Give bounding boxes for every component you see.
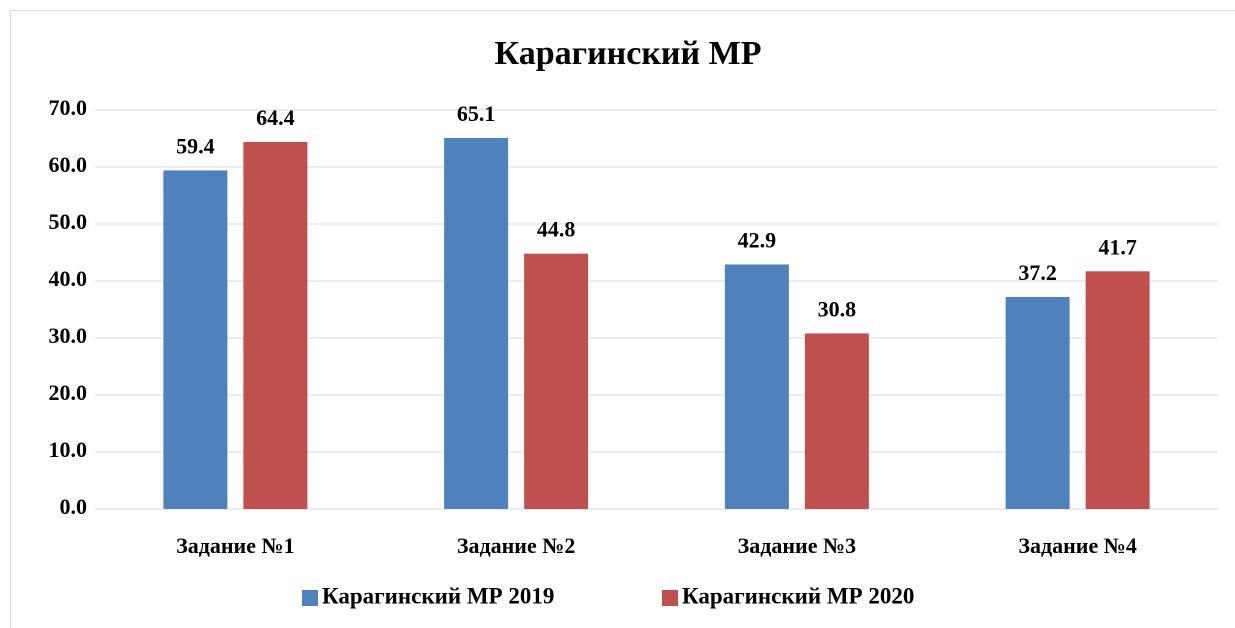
y-tick-label: 0.0 xyxy=(60,494,88,519)
data-label: 37.2 xyxy=(1018,260,1057,285)
bar xyxy=(724,264,789,509)
data-label: 65.1 xyxy=(457,101,496,126)
data-label: 30.8 xyxy=(818,296,857,321)
x-tick-label: Задание №2 xyxy=(457,533,575,558)
legend-label: Карагинский МР 2020 xyxy=(682,583,914,608)
y-tick-label: 50.0 xyxy=(49,209,88,234)
legend-label: Карагинский МР 2019 xyxy=(322,583,554,608)
y-tick-label: 30.0 xyxy=(49,323,88,348)
data-label: 44.8 xyxy=(537,217,576,242)
x-tick-label: Задание №3 xyxy=(738,533,856,558)
data-label: 64.4 xyxy=(256,105,295,130)
data-label: 59.4 xyxy=(176,133,215,158)
bar xyxy=(804,333,869,509)
x-tick-label: Задание №4 xyxy=(1018,533,1136,558)
bar xyxy=(243,141,308,510)
x-tick-label: Задание №1 xyxy=(176,533,294,558)
y-tick-label: 20.0 xyxy=(49,380,88,405)
y-tick-label: 70.0 xyxy=(49,95,88,120)
data-label: 41.7 xyxy=(1098,234,1137,259)
y-tick-label: 60.0 xyxy=(49,152,88,177)
data-label: 42.9 xyxy=(738,228,777,253)
y-tick-label: 10.0 xyxy=(49,437,88,462)
legend-swatch xyxy=(302,590,318,606)
bar xyxy=(1085,271,1150,509)
chart-frame xyxy=(10,10,1235,628)
bar xyxy=(524,253,589,509)
bar xyxy=(163,170,228,510)
legend-swatch xyxy=(662,590,678,606)
y-tick-label: 40.0 xyxy=(49,266,88,291)
bar xyxy=(444,137,509,509)
bar xyxy=(1005,296,1070,509)
chart-title: Карагинский МР xyxy=(495,35,762,72)
